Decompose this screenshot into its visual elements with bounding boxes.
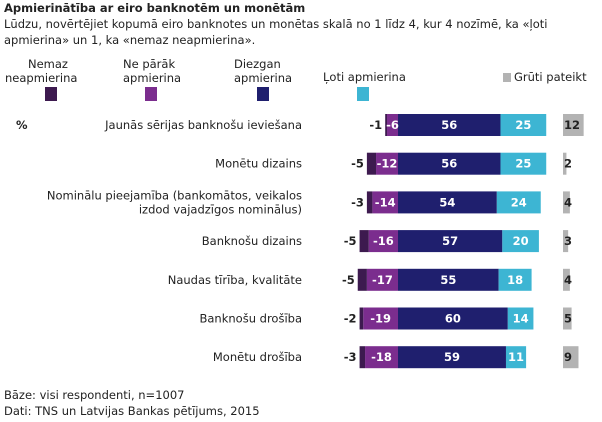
category-label-6: Monētu drošība: [213, 350, 302, 364]
label-gruti-1: 2: [564, 157, 572, 171]
unit-label: %: [16, 118, 28, 132]
category-label-5: Banknošu drošība: [200, 312, 303, 326]
bar-gruti-3: [563, 230, 569, 253]
bar-loti-1: [500, 152, 547, 175]
bar-loti-0: [500, 114, 547, 136]
legend-swatch-0: [45, 87, 57, 101]
label-diezgan-1: 56: [441, 157, 457, 171]
bar-ne-parak-1: [376, 152, 398, 175]
label-ne-parak-5: -19: [370, 312, 391, 326]
label-nemaz-4: -5: [342, 273, 355, 287]
label-nemaz-6: -3: [344, 350, 357, 364]
label-loti-5: 14: [513, 312, 529, 326]
label-diezgan-2: 54: [439, 195, 455, 209]
bar-gruti-5: [563, 307, 572, 330]
legend-swatch-4: [503, 73, 511, 82]
bar-nemaz-4: [357, 268, 367, 291]
category-label-3: Banknošu dizains: [202, 234, 302, 248]
label-loti-0: 25: [515, 118, 531, 132]
label-ne-parak-6: -18: [371, 350, 392, 364]
category-label-1: Monētu dizains: [215, 157, 302, 171]
bar-diezgan-5: [398, 307, 508, 330]
label-loti-3: 20: [513, 234, 529, 248]
bar-nemaz-2: [366, 191, 373, 214]
bar-nemaz-1: [366, 152, 377, 175]
legend-label-4: Grūti pateikt: [514, 70, 587, 84]
label-diezgan-3: 57: [442, 234, 458, 248]
bar-diezgan-0: [398, 114, 501, 136]
bar-gruti-4: [563, 268, 570, 291]
label-gruti-4: 4: [564, 273, 572, 287]
label-loti-1: 25: [515, 157, 531, 171]
label-gruti-6: 9: [564, 350, 572, 364]
legend-label-0: Nemaz neapmierina: [5, 57, 77, 85]
bar-ne-parak-6: [365, 346, 398, 369]
label-ne-parak-0: -6: [386, 118, 399, 132]
label-gruti-0: 12: [564, 118, 580, 132]
bar-ne-parak-3: [368, 230, 398, 253]
label-ne-parak-3: -16: [373, 234, 394, 248]
legend-swatch-2: [257, 87, 269, 101]
footer-source: Dati: TNS un Latvijas Bankas pētījums, 2…: [4, 404, 260, 418]
bar-loti-4: [498, 268, 532, 291]
legend-label-3: Ļoti apmierina: [323, 70, 406, 84]
bar-gruti-0: [563, 114, 584, 136]
footer-base: Bāze: visi respondenti, n=1007: [4, 388, 185, 402]
label-diezgan-0: 56: [441, 118, 457, 132]
bar-nemaz-3: [359, 230, 369, 253]
label-loti-2: 24: [511, 195, 527, 209]
label-nemaz-0: -1: [369, 118, 382, 132]
label-nemaz-3: -5: [344, 234, 357, 248]
label-diezgan-6: 59: [444, 350, 460, 364]
chart-subtitle: Lūdzu, novērtējiet kopumā eiro banknotes…: [4, 17, 548, 47]
label-nemaz-2: -3: [351, 195, 364, 209]
bar-diezgan-3: [398, 230, 503, 253]
label-gruti-2: 4: [564, 195, 572, 209]
label-diezgan-4: 55: [440, 273, 456, 287]
label-ne-parak-2: -14: [375, 195, 396, 209]
label-nemaz-1: -5: [351, 157, 364, 171]
bar-nemaz-0: [385, 114, 388, 136]
category-label-0: Jaunās sērijas banknošu ieviešana: [104, 118, 302, 132]
label-gruti-5: 5: [564, 312, 572, 326]
legend-swatch-1: [145, 87, 157, 101]
bar-ne-parak-5: [363, 307, 398, 330]
bar-gruti-1: [563, 152, 567, 175]
bar-gruti-6: [563, 346, 579, 369]
bar-ne-parak-4: [366, 268, 398, 291]
bar-loti-3: [502, 230, 539, 253]
bar-diezgan-4: [398, 268, 499, 291]
label-nemaz-5: -2: [344, 312, 357, 326]
bar-ne-parak-2: [372, 191, 398, 214]
bar-diezgan-6: [398, 346, 506, 369]
legend-label-2: Diezgan apmierina: [234, 57, 292, 85]
bar-gruti-2: [563, 191, 570, 214]
label-loti-4: 18: [507, 273, 523, 287]
legend-swatch-3: [357, 87, 369, 101]
bar-loti-6: [505, 346, 527, 369]
label-loti-6: 11: [508, 350, 524, 364]
bar-ne-parak-0: [387, 114, 398, 136]
label-gruti-3: 3: [564, 234, 572, 248]
label-ne-parak-1: -12: [377, 157, 398, 171]
bar-diezgan-1: [398, 152, 501, 175]
bar-loti-2: [496, 191, 541, 214]
bar-loti-5: [507, 307, 534, 330]
chart-title: Apmierinātība ar eiro banknotēm un monēt…: [4, 1, 306, 15]
legend-label-1: Ne pārāk apmierina: [123, 57, 181, 85]
label-diezgan-5: 60: [445, 312, 461, 326]
bar-nemaz-5: [359, 307, 364, 330]
category-label-4: Naudas tīrība, kvalitāte: [168, 273, 302, 287]
label-ne-parak-4: -17: [372, 273, 393, 287]
bar-nemaz-6: [359, 346, 366, 369]
category-label-2: Nominālu pieejamība (bankomātos, veikalo…: [47, 188, 302, 216]
bar-diezgan-2: [398, 191, 497, 214]
